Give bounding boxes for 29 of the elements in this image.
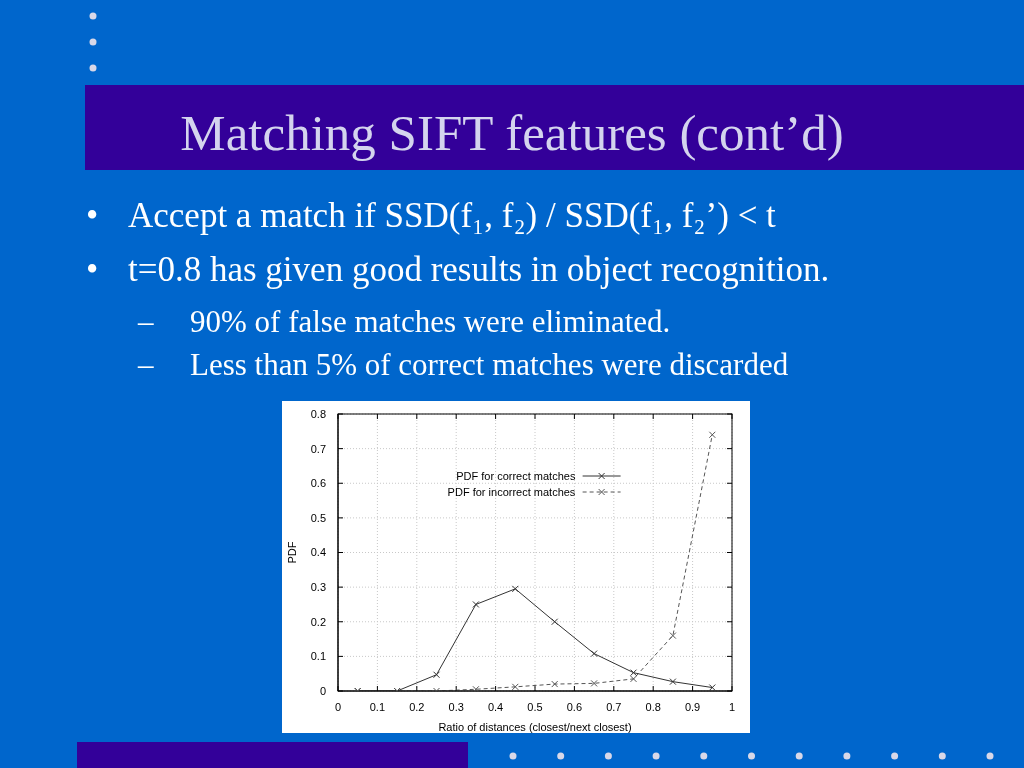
x-axis-title: Ratio of distances (closest/next closest) [438,721,632,733]
text: – Less than 5% of correct matches were discarded [138,346,789,384]
x-tick-label: 0.5 [527,700,543,713]
y-tick-label: 0 [319,684,326,697]
x-tick-label: 0.1 [369,700,386,713]
text: • Accept a match if SSD(f₁, f₂) / SSD(f₁, f₂’) < t [86,195,776,237]
x-tick-label: 1 [728,700,736,713]
legend-label: PDF for correct matches [455,469,576,484]
x-tick-label: 0.7 [606,700,622,713]
y-tick-label: 0.1 [310,650,326,663]
y-tick-label: 0.2 [310,615,326,628]
y-tick-label: 0.8 [310,407,326,420]
y-tick-label: 0.5 [310,511,326,524]
y-axis-title: PDF [285,541,298,564]
text: – 90% of false matches were eliminated. [138,303,671,341]
legend-label: PDF for incorrect matches [447,485,576,500]
x-tick-label: 0.4 [487,700,504,713]
x-tick-label: 0.8 [645,700,661,713]
x-tick-label: 0.2 [409,700,425,713]
y-tick-label: 0.6 [310,477,326,490]
y-tick-label: 0.3 [310,581,326,594]
x-tick-label: 0.9 [684,700,701,713]
x-tick-label: 0.3 [448,700,464,713]
chart-title: Matching SIFT features (cont’d) [179,104,845,163]
y-tick-label: 0.7 [310,442,326,455]
x-tick-label: 0 [334,700,342,713]
y-tick-label: 0.4 [310,546,326,559]
x-tick-label: 0.6 [566,700,583,713]
text: • t=0.8 has given good results in object recognition. [86,249,830,291]
